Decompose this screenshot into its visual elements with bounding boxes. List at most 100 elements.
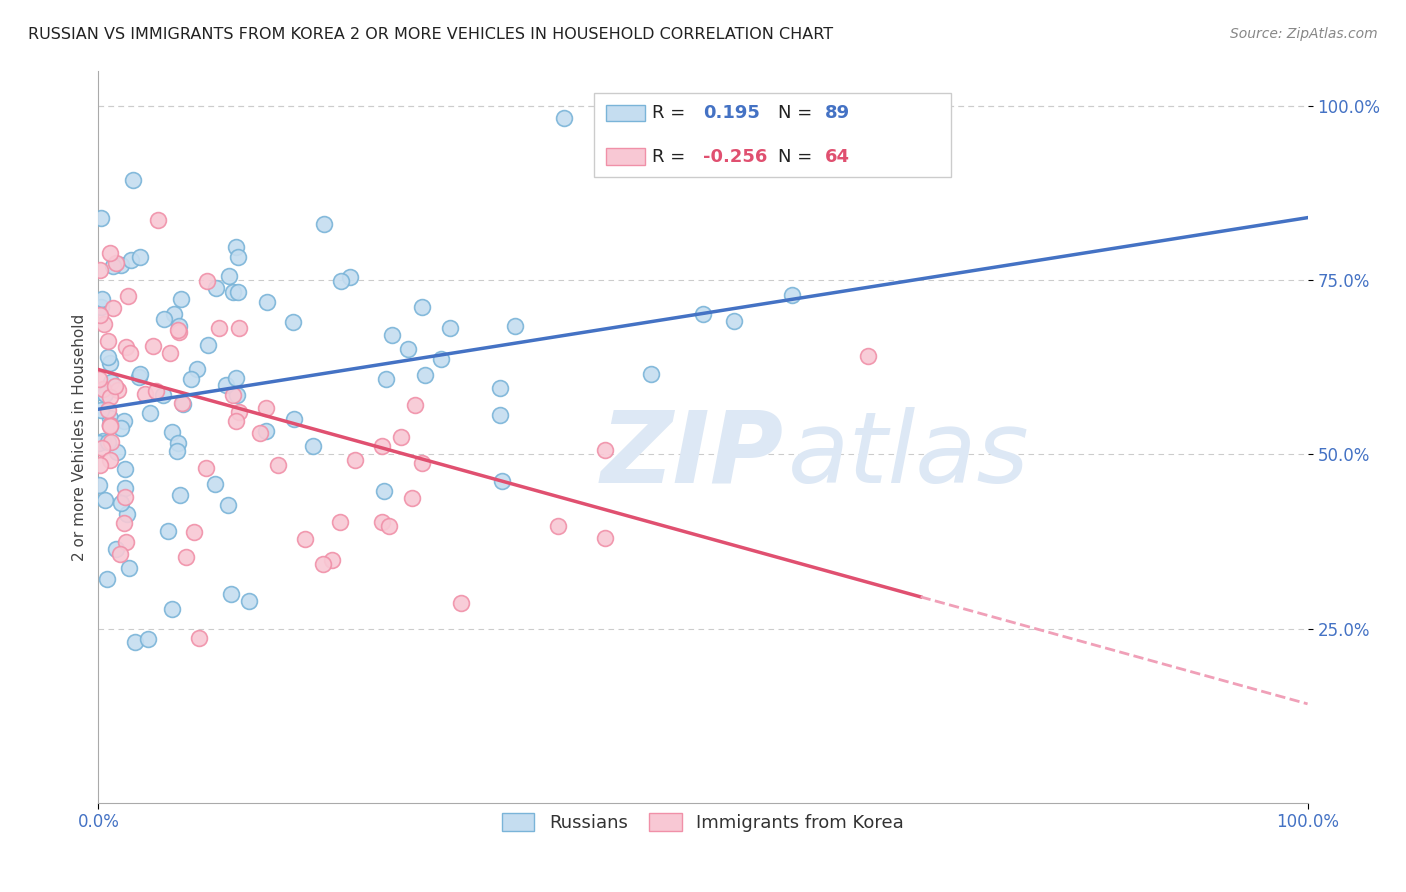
Text: 89: 89	[825, 103, 851, 122]
Point	[301, 439, 323, 453]
Point	[411, 456, 433, 470]
Point	[256, 424, 278, 438]
Point	[371, 439, 394, 453]
Point	[115, 507, 138, 521]
Point	[404, 398, 426, 412]
Point	[114, 490, 136, 504]
FancyBboxPatch shape	[595, 94, 950, 178]
Point	[122, 173, 145, 187]
Point	[138, 632, 160, 647]
Point	[134, 386, 156, 401]
Point	[197, 337, 219, 351]
Point	[110, 258, 132, 272]
Point	[172, 397, 194, 411]
Point	[115, 535, 138, 549]
Point	[450, 596, 472, 610]
Point	[107, 384, 129, 398]
Text: R =: R =	[652, 147, 692, 166]
Point	[197, 274, 219, 288]
Point	[94, 387, 117, 401]
Point	[593, 531, 616, 545]
Point	[157, 524, 180, 538]
Point	[142, 339, 165, 353]
Point	[312, 557, 335, 571]
Point	[692, 308, 714, 322]
Point	[226, 285, 249, 299]
Point	[160, 425, 183, 439]
Point	[152, 388, 174, 402]
Point	[117, 288, 139, 302]
Point	[110, 547, 132, 561]
Text: R =: R =	[652, 103, 692, 122]
Point	[217, 498, 239, 512]
Point	[103, 301, 125, 315]
Point	[174, 549, 197, 564]
Point	[225, 240, 247, 254]
Point	[491, 474, 513, 488]
Point	[640, 367, 662, 381]
Point	[170, 396, 193, 410]
Point	[89, 309, 111, 323]
Point	[124, 635, 146, 649]
Point	[218, 269, 240, 284]
Point	[294, 532, 316, 546]
Point	[129, 250, 152, 264]
Point	[595, 443, 617, 458]
Point	[112, 414, 135, 428]
Point	[180, 372, 202, 386]
Point	[166, 444, 188, 458]
Text: 0.195: 0.195	[703, 103, 759, 122]
Point	[97, 435, 120, 450]
Point	[343, 453, 366, 467]
Point	[221, 285, 243, 299]
Point	[87, 478, 110, 492]
Text: RUSSIAN VS IMMIGRANTS FROM KOREA 2 OR MORE VEHICLES IN HOUSEHOLD CORRELATION CHA: RUSSIAN VS IMMIGRANTS FROM KOREA 2 OR MO…	[28, 27, 834, 42]
Point	[163, 307, 186, 321]
Point	[488, 381, 510, 395]
Point	[183, 524, 205, 539]
Text: N =: N =	[778, 103, 818, 122]
Point	[100, 375, 122, 389]
Point	[89, 435, 111, 450]
Point	[167, 326, 190, 340]
Point	[249, 425, 271, 440]
Point	[256, 295, 278, 310]
Point	[375, 371, 398, 385]
Point	[152, 312, 174, 326]
Point	[100, 418, 122, 433]
Point	[114, 482, 136, 496]
Point	[780, 287, 803, 301]
Point	[314, 217, 336, 231]
Point	[90, 300, 112, 314]
Point	[378, 518, 401, 533]
Point	[93, 318, 115, 332]
Point	[90, 403, 112, 417]
Point	[219, 587, 242, 601]
Point	[105, 445, 128, 459]
Point	[105, 256, 128, 270]
Point	[439, 321, 461, 335]
Point	[167, 318, 190, 333]
Point	[339, 269, 361, 284]
Point	[228, 321, 250, 335]
Point	[228, 405, 250, 419]
Point	[489, 408, 512, 422]
Point	[146, 212, 169, 227]
Point	[93, 382, 115, 396]
Point	[225, 370, 247, 384]
Point	[396, 343, 419, 357]
Point	[112, 516, 135, 531]
Point	[98, 418, 121, 433]
Point	[121, 253, 143, 268]
Point	[225, 388, 247, 402]
Point	[97, 351, 120, 365]
Point	[98, 419, 121, 434]
Point	[267, 458, 290, 472]
Point	[120, 346, 142, 360]
Point	[98, 410, 121, 425]
Point	[225, 414, 247, 428]
Point	[97, 334, 120, 348]
Point	[103, 259, 125, 273]
Point	[215, 377, 238, 392]
Point	[89, 262, 111, 277]
